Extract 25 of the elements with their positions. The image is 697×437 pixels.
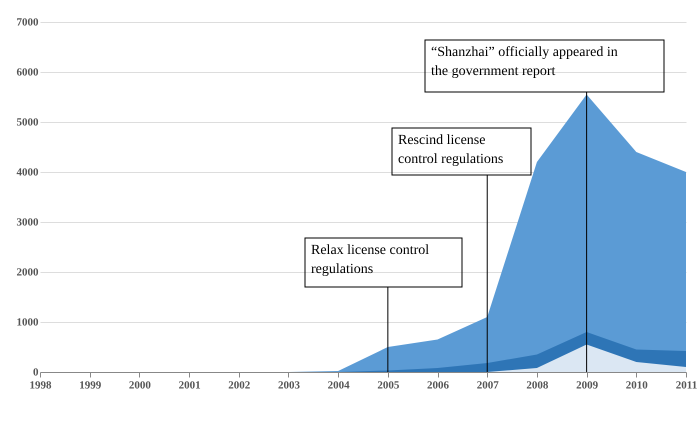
- y-tick-label: 7000: [16, 16, 39, 28]
- y-tick-label: 4000: [16, 166, 39, 178]
- y-tick-label: 2000: [16, 266, 39, 278]
- x-tick-label: 1998: [30, 380, 52, 392]
- y-tick-label: 5000: [16, 116, 39, 128]
- x-tick-label: 2007: [476, 380, 500, 392]
- y-tick-label: 6000: [16, 66, 39, 78]
- y-tick-label: 0: [33, 366, 39, 378]
- x-tick-label: 2008: [526, 380, 549, 392]
- x-tick-label: 2006: [427, 380, 450, 392]
- x-tick-label: 2010: [626, 380, 648, 392]
- x-tick-label: 2002: [228, 380, 251, 392]
- y-tick-label: 1000: [16, 316, 39, 328]
- x-tick-label: 2001: [178, 380, 201, 392]
- x-tick-label: 2000: [128, 380, 152, 392]
- x-tick-label: 2004: [328, 380, 350, 392]
- x-tick-label: 1999: [79, 380, 102, 392]
- ref-line-label: Rescind license control regulations: [398, 133, 504, 167]
- ref-line-label: Relax license control regulations: [311, 243, 430, 277]
- y-tick-label: 3000: [16, 216, 39, 228]
- ref-line-label: “Shanzhai” officially appeared in the government report: [431, 45, 618, 79]
- x-tick-label: 2011: [676, 380, 697, 392]
- x-tick-label: 2003: [278, 380, 300, 392]
- x-tick-label: 2009: [576, 380, 599, 392]
- x-tick-label: 2005: [377, 380, 400, 392]
